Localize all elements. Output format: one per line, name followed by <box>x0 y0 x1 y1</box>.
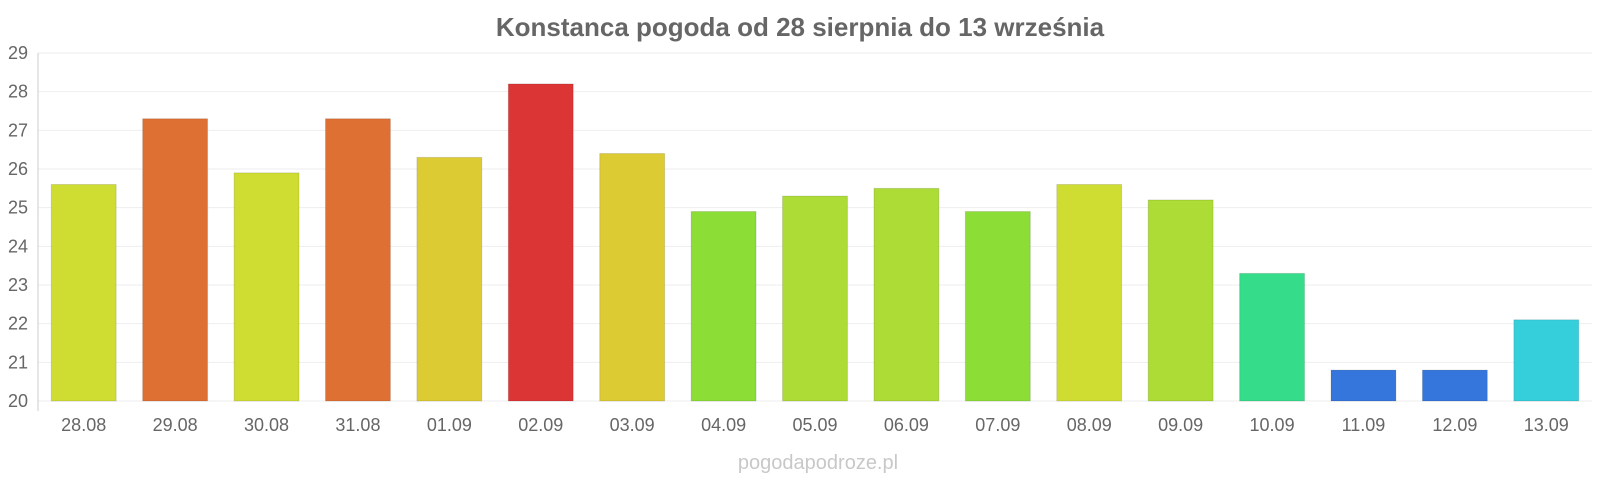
y-tick-label: 21 <box>8 352 28 372</box>
y-tick-label: 27 <box>8 120 28 140</box>
bar-28.08 <box>50 183 117 402</box>
x-tick-label: 28.08 <box>61 415 106 435</box>
bar-01.09 <box>416 156 483 402</box>
bar-31.08 <box>324 118 391 402</box>
bar-05.09 <box>782 195 848 402</box>
x-tick-label: 08.09 <box>1067 415 1112 435</box>
bar-08.09 <box>1056 183 1123 402</box>
x-tick-label: 09.09 <box>1158 415 1203 435</box>
bars <box>50 83 1580 402</box>
chart-title: Konstanca pogoda od 28 sierpnia do 13 wr… <box>496 12 1105 42</box>
x-axis-ticks: 28.08 29.08 30.08 31.08 01.09 02.09 03.09 04.09… <box>61 415 1569 435</box>
x-tick-label: 31.08 <box>335 415 380 435</box>
y-axis-ticks: 20 21 22 23 24 25 26 27 28 29 <box>8 43 28 411</box>
x-tick-label: 02.09 <box>518 415 563 435</box>
bar-02.09 <box>507 83 574 402</box>
bar-29.08 <box>142 118 209 402</box>
x-tick-label: 12.09 <box>1432 415 1477 435</box>
x-tick-label: 30.08 <box>244 415 289 435</box>
bar-09.09 <box>1147 199 1214 402</box>
x-tick-label: 11.09 <box>1342 415 1386 435</box>
x-tick-label: 07.09 <box>975 415 1020 435</box>
x-tick-label: 05.09 <box>792 415 837 435</box>
bar-11.09 <box>1330 369 1397 402</box>
y-tick-label: 24 <box>8 236 28 256</box>
bar-30.08 <box>233 172 300 402</box>
x-tick-label: 04.09 <box>701 415 746 435</box>
y-tick-label: 29 <box>8 43 28 63</box>
bar-12.09 <box>1421 369 1488 402</box>
x-tick-label: 06.09 <box>884 415 929 435</box>
y-tick-label: 22 <box>8 314 28 334</box>
bar-13.09 <box>1513 319 1580 402</box>
y-tick-label: 23 <box>8 275 28 295</box>
bar-07.09 <box>964 211 1031 402</box>
bar-06.09 <box>873 187 940 402</box>
y-tick-label: 25 <box>8 198 28 218</box>
y-tick-label: 26 <box>8 159 28 179</box>
x-tick-label: 01.09 <box>427 415 472 435</box>
bar-03.09 <box>599 153 666 402</box>
x-tick-label: 29.08 <box>153 415 198 435</box>
bar-04.09 <box>690 211 757 402</box>
x-tick-label: 10.09 <box>1250 415 1295 435</box>
y-tick-label: 20 <box>8 391 28 411</box>
watermark-text: pogodapodroze.pl <box>738 452 898 474</box>
x-tick-label: 13.09 <box>1524 415 1569 435</box>
bar-10.09 <box>1239 272 1306 402</box>
y-tick-label: 28 <box>8 82 28 102</box>
x-tick-label: 03.09 <box>610 415 655 435</box>
